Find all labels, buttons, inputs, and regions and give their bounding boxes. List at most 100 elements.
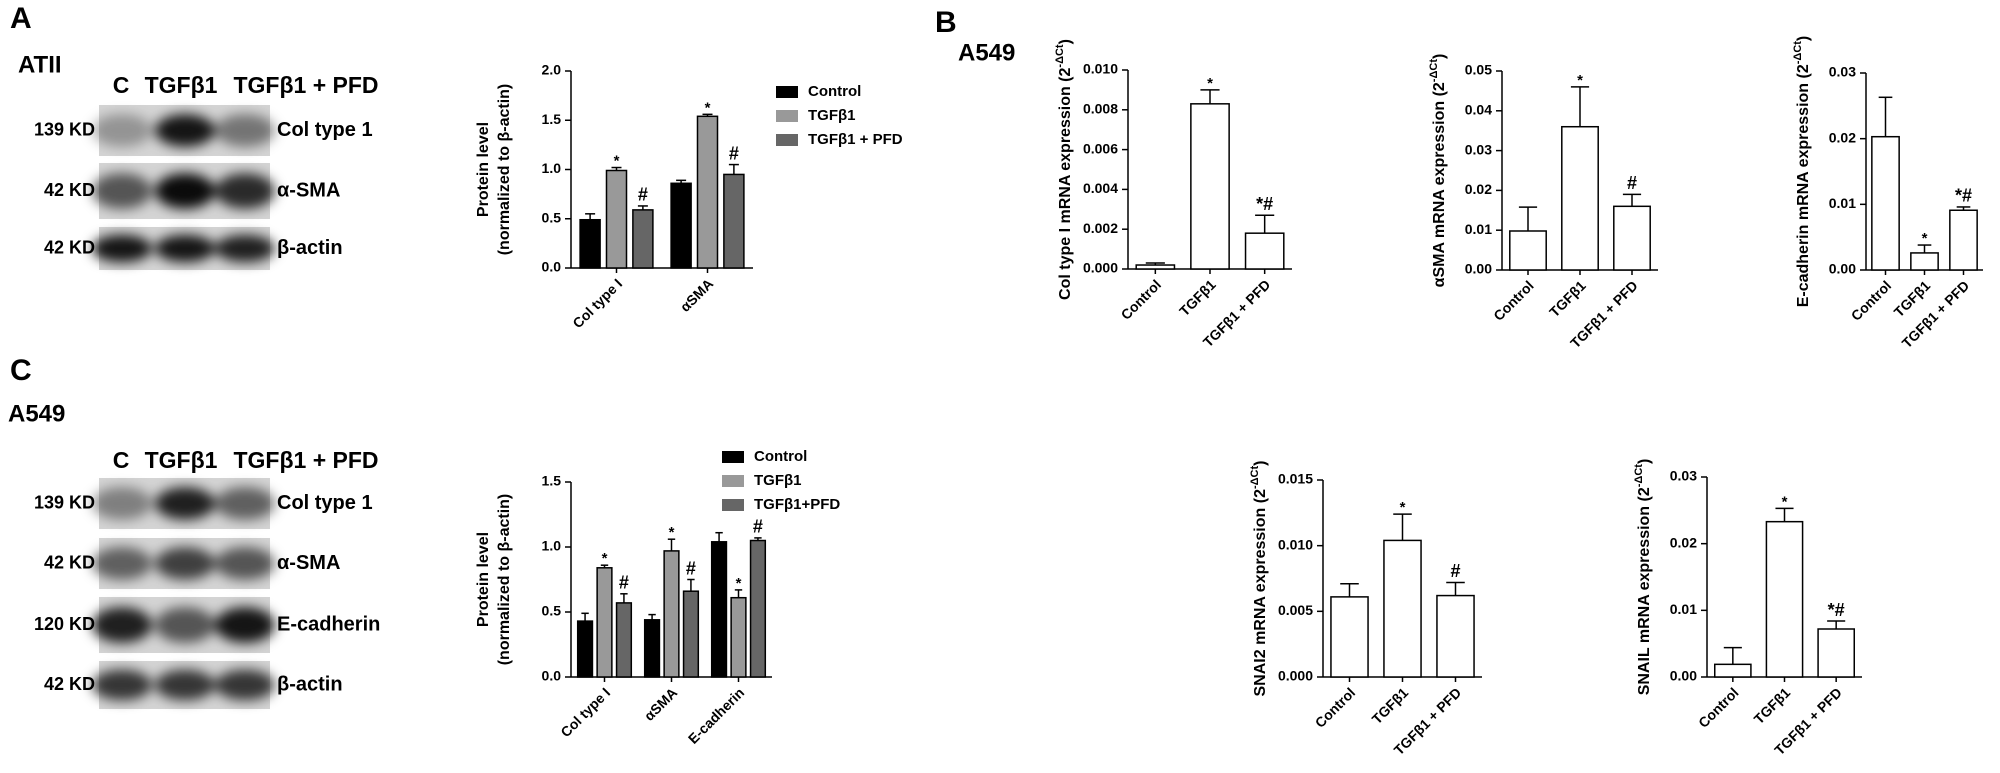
bar — [663, 550, 680, 678]
lane-label: TGFβ1 + PFD — [233, 447, 378, 473]
significance-mark: # — [619, 573, 629, 593]
cell-line: ATII — [18, 51, 62, 78]
bar — [1383, 539, 1422, 678]
y-axis-label-part: SNAIL mRNA expression (2 — [1636, 487, 1653, 695]
bar — [1436, 594, 1475, 678]
kd-label: 139 KD — [34, 119, 95, 139]
y-axis-label-part: -ΔCt — [1633, 464, 1645, 488]
blot-band — [92, 487, 152, 520]
y-axis-label: SNAIL mRNA expression (2-ΔCt) — [1633, 459, 1653, 696]
legend-swatch — [722, 475, 744, 487]
bar — [1135, 264, 1176, 270]
cell-line: A549 — [958, 39, 1015, 66]
y-axis-label-part: -ΔCt — [1054, 44, 1066, 68]
bar — [1561, 125, 1599, 271]
bar — [1910, 252, 1939, 271]
legend-label: Control — [754, 448, 807, 465]
legend-label: TGFβ1 + PFD — [808, 131, 903, 148]
blot-band — [155, 487, 215, 520]
protein-label: α-SMA — [277, 552, 340, 574]
y-axis-label-part: ) — [1795, 36, 1812, 41]
significance-mark: * — [1400, 499, 1406, 516]
protein-label: β-actin — [277, 237, 343, 259]
significance-mark: # — [1450, 561, 1460, 581]
y-tick-label: 0.00 — [1465, 261, 1492, 277]
significance-mark: * — [1922, 230, 1928, 247]
kd-label: 120 KD — [34, 614, 95, 634]
bar — [670, 182, 692, 269]
y-tick-label: 0.04 — [1465, 102, 1492, 118]
protein-label: α-SMA — [277, 179, 340, 201]
protein-label: E-cadherin — [277, 613, 380, 635]
y-tick-label: 0.015 — [1278, 471, 1313, 487]
y-axis-label: E-cadherin mRNA expression (2-ΔCt) — [1792, 36, 1812, 308]
y-axis-label-part: ) — [1057, 39, 1074, 44]
y-axis-label: αSMA mRNA expression (2-ΔCt) — [1428, 54, 1448, 288]
y-tick-label: 1.5 — [542, 473, 562, 489]
blot-band — [215, 173, 275, 209]
x-tick-label: TGFβ1 — [1546, 277, 1589, 320]
bar — [710, 541, 728, 678]
legend-swatch — [722, 499, 744, 511]
panel-letter: A — [10, 2, 32, 35]
blot-band — [155, 607, 215, 643]
y-tick-label: 0.000 — [1083, 260, 1118, 276]
y-tick-label: 0.010 — [1278, 536, 1313, 552]
blot-band — [92, 669, 152, 701]
y-tick-label: 0.010 — [1083, 61, 1118, 77]
bar — [615, 602, 633, 678]
bar — [1613, 205, 1651, 271]
bar — [730, 596, 747, 678]
y-tick-label: 0.006 — [1083, 140, 1118, 156]
blot-band — [215, 547, 275, 580]
y-tick-label: 0.02 — [1670, 534, 1697, 550]
blot-band — [215, 607, 275, 643]
significance-mark: * — [669, 524, 675, 541]
y-tick-label: 0.000 — [1278, 668, 1313, 684]
legend-label: TGFβ1 — [754, 472, 802, 489]
blot-band — [155, 234, 215, 263]
y-tick-label: 0.0 — [542, 668, 562, 684]
x-tick-label: Col type I — [569, 275, 625, 331]
lane-label: C — [113, 447, 130, 473]
x-tick-label: αSMA — [641, 684, 680, 723]
y-tick-label: 0.01 — [1670, 601, 1697, 617]
legend-swatch — [776, 86, 798, 98]
y-tick-label: 0.008 — [1083, 101, 1118, 117]
bar — [1190, 103, 1230, 270]
bar — [1949, 209, 1978, 271]
y-axis-label: (normalized to β-actin) — [496, 84, 513, 256]
y-axis-label: Protein level — [475, 122, 492, 217]
y-tick-label: 0.03 — [1829, 64, 1856, 80]
y-tick-label: 0.5 — [542, 209, 562, 225]
y-axis-label-part: Col type I mRNA expression (2 — [1057, 67, 1074, 299]
significance-mark: * — [736, 575, 742, 592]
kd-label: 42 KD — [44, 180, 95, 200]
blot-bands — [92, 487, 275, 520]
significance-mark: *# — [1828, 600, 1845, 620]
blot-band — [215, 487, 275, 520]
blot-band — [215, 234, 275, 263]
lane-label: TGFβ1 — [145, 72, 218, 98]
y-tick-label: 0.02 — [1465, 181, 1492, 197]
significance-mark: * — [602, 550, 608, 567]
x-tick-label: TGFβ1 — [1176, 276, 1219, 319]
y-tick-label: 0.004 — [1083, 180, 1118, 196]
significance-mark: # — [686, 558, 696, 578]
blot-bands — [92, 547, 275, 580]
bar — [596, 567, 613, 678]
significance-mark: # — [638, 185, 648, 205]
bar — [1871, 135, 1900, 271]
blot-band — [92, 114, 152, 147]
bar — [579, 218, 601, 269]
blot-band — [215, 114, 275, 147]
blot-band — [215, 669, 275, 701]
y-axis-label: Col type I mRNA expression (2-ΔCt) — [1054, 39, 1074, 300]
kd-label: 42 KD — [44, 237, 95, 257]
legend-label: Control — [808, 83, 861, 100]
significance-mark: * — [614, 152, 620, 169]
y-tick-label: 0.002 — [1083, 220, 1118, 236]
x-tick-label: Control — [1490, 277, 1537, 324]
protein-label: Col type 1 — [277, 492, 373, 514]
